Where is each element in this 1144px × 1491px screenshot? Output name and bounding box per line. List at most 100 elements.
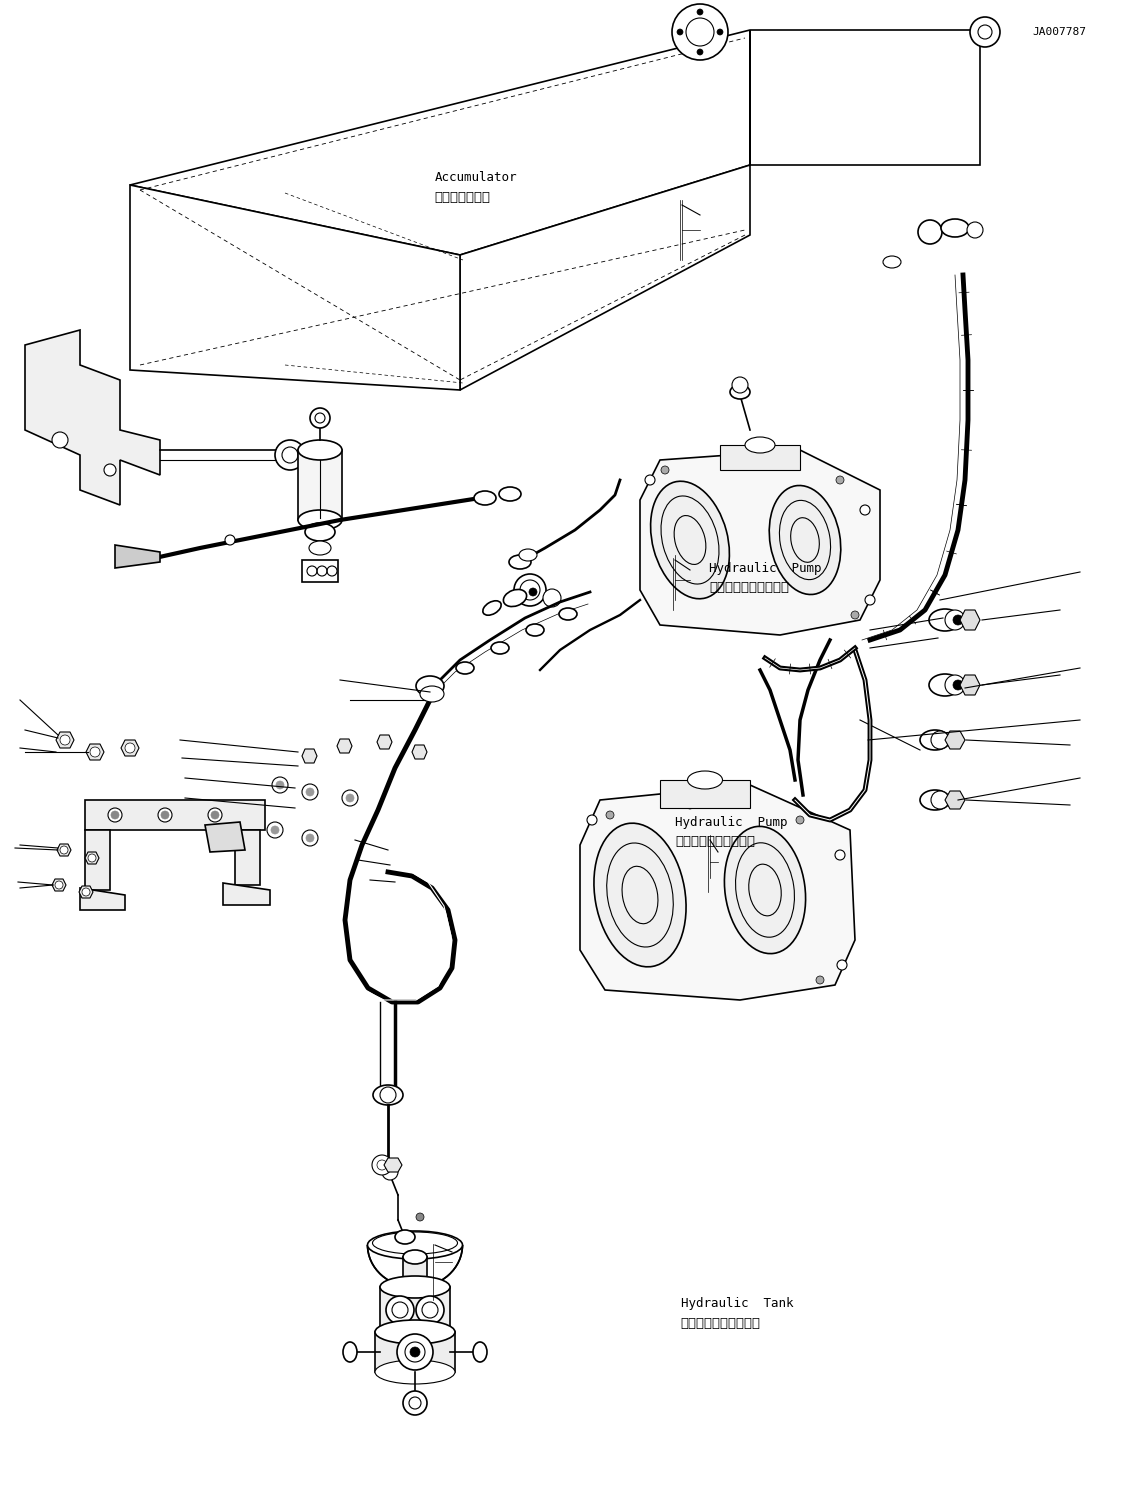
- Bar: [380, 1287, 450, 1331]
- Text: Hydraulic  Tank: Hydraulic Tank: [681, 1297, 793, 1311]
- Bar: [403, 1257, 427, 1287]
- Polygon shape: [945, 731, 966, 748]
- Bar: [235, 830, 260, 886]
- Circle shape: [953, 614, 963, 625]
- Ellipse shape: [920, 790, 950, 810]
- Circle shape: [931, 792, 950, 810]
- Circle shape: [397, 1334, 432, 1370]
- Circle shape: [931, 731, 950, 748]
- Polygon shape: [56, 732, 74, 748]
- Ellipse shape: [745, 437, 774, 453]
- Ellipse shape: [309, 541, 331, 555]
- Circle shape: [720, 784, 730, 795]
- Ellipse shape: [367, 1232, 462, 1258]
- Ellipse shape: [491, 643, 509, 655]
- Circle shape: [970, 16, 1000, 48]
- Polygon shape: [460, 30, 750, 391]
- Circle shape: [732, 377, 748, 394]
- Polygon shape: [960, 610, 980, 631]
- Circle shape: [125, 743, 135, 753]
- Ellipse shape: [305, 523, 335, 541]
- Ellipse shape: [297, 440, 342, 461]
- Polygon shape: [130, 185, 460, 391]
- Circle shape: [697, 49, 704, 55]
- Circle shape: [416, 1296, 444, 1324]
- Ellipse shape: [929, 608, 961, 631]
- Ellipse shape: [559, 608, 577, 620]
- Polygon shape: [205, 822, 245, 851]
- Ellipse shape: [375, 1360, 455, 1384]
- Polygon shape: [86, 744, 104, 760]
- Circle shape: [645, 476, 656, 485]
- Circle shape: [543, 589, 561, 607]
- Circle shape: [158, 808, 172, 822]
- Bar: [85, 830, 110, 890]
- Ellipse shape: [883, 256, 901, 268]
- Circle shape: [587, 816, 597, 825]
- Ellipse shape: [456, 662, 474, 674]
- Ellipse shape: [594, 823, 686, 966]
- Polygon shape: [945, 792, 966, 810]
- Ellipse shape: [380, 1276, 450, 1299]
- Circle shape: [697, 9, 704, 15]
- Ellipse shape: [929, 674, 961, 696]
- Polygon shape: [121, 740, 140, 756]
- Text: ハイドロリックポンプ: ハイドロリックポンプ: [675, 835, 755, 848]
- Circle shape: [276, 781, 284, 789]
- Circle shape: [860, 505, 869, 514]
- Ellipse shape: [375, 1320, 455, 1343]
- Circle shape: [380, 1087, 396, 1103]
- Ellipse shape: [651, 482, 730, 599]
- Circle shape: [108, 808, 122, 822]
- Text: JA007787: JA007787: [1033, 27, 1087, 37]
- Circle shape: [55, 881, 63, 889]
- Circle shape: [816, 977, 824, 984]
- Polygon shape: [85, 851, 100, 863]
- Circle shape: [836, 476, 844, 485]
- Circle shape: [267, 822, 283, 838]
- Circle shape: [161, 811, 169, 819]
- Circle shape: [403, 1391, 427, 1415]
- Text: Hydraulic  Pump: Hydraulic Pump: [675, 816, 787, 829]
- Circle shape: [945, 610, 966, 631]
- Polygon shape: [80, 889, 125, 910]
- Bar: [302, 561, 337, 581]
- Circle shape: [717, 28, 723, 34]
- Ellipse shape: [380, 1321, 450, 1343]
- Circle shape: [837, 960, 847, 971]
- Circle shape: [59, 735, 70, 746]
- Text: ハイドロリックタンク: ハイドロリックタンク: [681, 1317, 761, 1330]
- Circle shape: [111, 811, 119, 819]
- Bar: [297, 450, 342, 520]
- Ellipse shape: [724, 826, 805, 954]
- Circle shape: [271, 826, 279, 833]
- Ellipse shape: [472, 1342, 487, 1361]
- Ellipse shape: [942, 219, 969, 237]
- Ellipse shape: [483, 601, 501, 616]
- Polygon shape: [116, 546, 160, 568]
- Circle shape: [661, 467, 669, 474]
- Ellipse shape: [395, 1230, 415, 1243]
- Text: ハイドロリックポンプ: ハイドロリックポンプ: [709, 581, 789, 595]
- Circle shape: [59, 845, 67, 854]
- Circle shape: [521, 580, 540, 599]
- Ellipse shape: [920, 731, 950, 750]
- Bar: [720, 444, 800, 470]
- Circle shape: [410, 1346, 420, 1357]
- Circle shape: [225, 535, 235, 546]
- Circle shape: [90, 747, 100, 757]
- Circle shape: [606, 811, 614, 819]
- Polygon shape: [25, 330, 160, 505]
- Circle shape: [917, 221, 942, 245]
- Ellipse shape: [730, 385, 750, 400]
- Polygon shape: [51, 880, 66, 892]
- Circle shape: [51, 432, 67, 447]
- Circle shape: [345, 795, 353, 802]
- Circle shape: [865, 595, 875, 605]
- Ellipse shape: [509, 555, 531, 570]
- Ellipse shape: [416, 675, 444, 696]
- Circle shape: [967, 222, 983, 239]
- Circle shape: [372, 1156, 392, 1175]
- Ellipse shape: [474, 491, 496, 505]
- Ellipse shape: [403, 1279, 427, 1294]
